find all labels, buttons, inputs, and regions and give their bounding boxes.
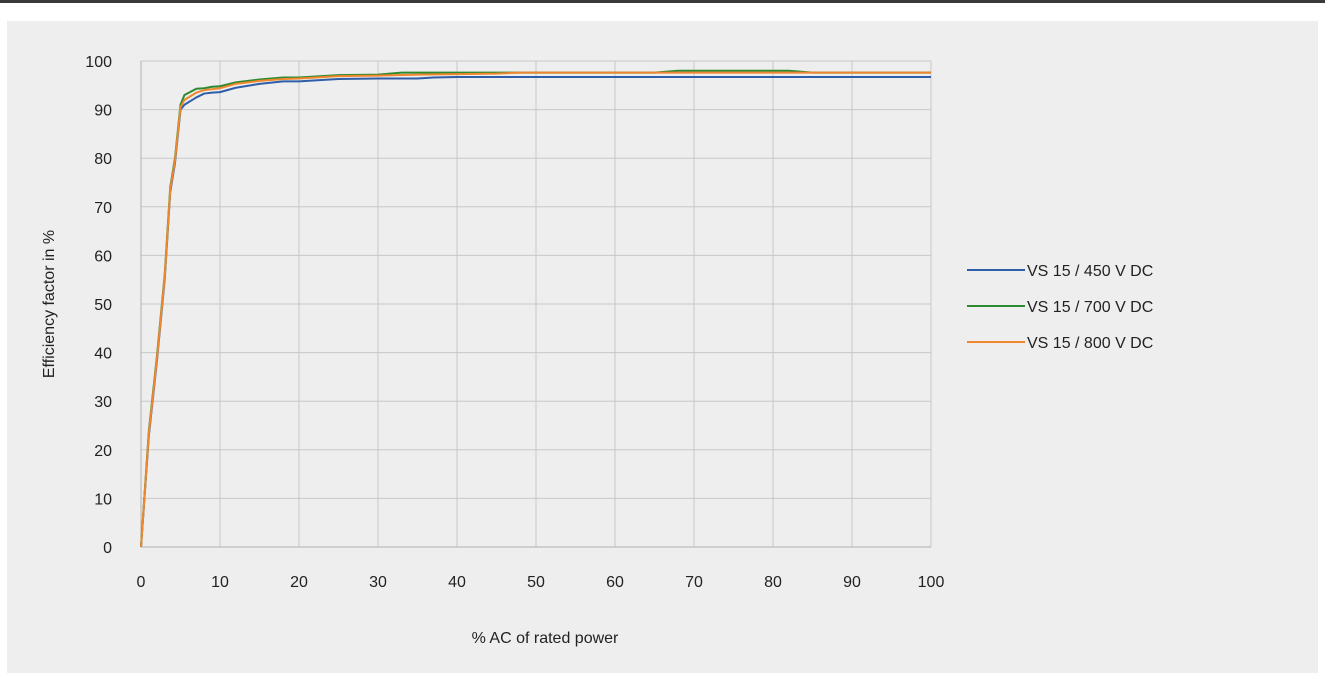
y-axis-title: Efficiency factor in % xyxy=(41,230,58,378)
legend-label-3: VS 15 / 800 V DC xyxy=(1027,335,1153,352)
x-tick-label: 30 xyxy=(369,574,387,591)
y-tick-label: 50 xyxy=(94,297,112,314)
x-axis-title: % AC of rated power xyxy=(472,630,619,647)
y-tick-label: 0 xyxy=(103,540,112,557)
x-tick-labels: 0 10 20 30 40 50 60 70 80 90 100 xyxy=(137,574,945,591)
y-tick-label: 10 xyxy=(94,491,112,508)
x-tick-label: 0 xyxy=(137,574,146,591)
y-tick-label: 100 xyxy=(85,54,112,71)
y-tick-label: 80 xyxy=(94,151,112,168)
y-tick-label: 90 xyxy=(94,103,112,120)
y-tick-label: 40 xyxy=(94,346,112,363)
chart-panel xyxy=(7,21,1318,673)
legend: VS 15 / 450 V DC VS 15 / 700 V DC VS 15 / … xyxy=(967,263,1153,352)
grid-lines xyxy=(140,60,932,548)
x-tick-label: 100 xyxy=(918,574,945,591)
top-rule xyxy=(0,0,1325,3)
legend-label-1: VS 15 / 450 V DC xyxy=(1027,263,1153,280)
y-tick-label: 30 xyxy=(94,394,112,411)
x-tick-label: 90 xyxy=(843,574,861,591)
x-tick-label: 40 xyxy=(448,574,466,591)
x-tick-label: 10 xyxy=(211,574,229,591)
y-tick-label: 70 xyxy=(94,200,112,217)
y-tick-labels: 0 10 20 30 40 50 60 70 80 90 100 xyxy=(85,54,112,557)
legend-label-2: VS 15 / 700 V DC xyxy=(1027,299,1153,316)
x-tick-label: 60 xyxy=(606,574,624,591)
y-tick-label: 20 xyxy=(94,443,112,460)
y-tick-label: 60 xyxy=(94,248,112,265)
x-tick-label: 50 xyxy=(527,574,545,591)
x-tick-label: 80 xyxy=(764,574,782,591)
series-line-3 xyxy=(140,71,931,548)
series-lines xyxy=(140,69,931,548)
x-tick-label: 20 xyxy=(290,574,308,591)
x-tick-label: 70 xyxy=(685,574,703,591)
